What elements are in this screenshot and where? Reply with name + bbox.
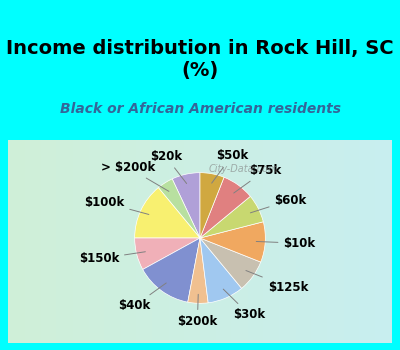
Wedge shape bbox=[200, 238, 242, 303]
Wedge shape bbox=[172, 173, 200, 238]
Text: $75k: $75k bbox=[234, 164, 282, 193]
Wedge shape bbox=[158, 179, 200, 238]
Wedge shape bbox=[143, 238, 200, 302]
Wedge shape bbox=[135, 238, 200, 270]
Text: $100k: $100k bbox=[84, 196, 149, 215]
Wedge shape bbox=[200, 238, 261, 288]
Text: $200k: $200k bbox=[177, 294, 218, 328]
Text: Black or African American residents: Black or African American residents bbox=[60, 102, 340, 116]
Text: > $200k: > $200k bbox=[101, 161, 169, 191]
Text: $30k: $30k bbox=[223, 289, 265, 321]
Text: $40k: $40k bbox=[118, 283, 166, 312]
Text: $20k: $20k bbox=[150, 150, 187, 183]
Wedge shape bbox=[135, 188, 200, 238]
Wedge shape bbox=[200, 222, 265, 262]
Wedge shape bbox=[200, 173, 224, 238]
Text: Income distribution in Rock Hill, SC
(%): Income distribution in Rock Hill, SC (%) bbox=[6, 39, 394, 80]
Text: $150k: $150k bbox=[79, 252, 145, 265]
Text: $125k: $125k bbox=[246, 271, 308, 294]
Wedge shape bbox=[200, 177, 250, 238]
Text: $50k: $50k bbox=[212, 149, 248, 183]
Text: $10k: $10k bbox=[256, 237, 316, 250]
Wedge shape bbox=[188, 238, 208, 303]
Wedge shape bbox=[200, 196, 263, 238]
Text: City-Data.com: City-Data.com bbox=[208, 163, 278, 174]
Text: $60k: $60k bbox=[250, 194, 307, 213]
